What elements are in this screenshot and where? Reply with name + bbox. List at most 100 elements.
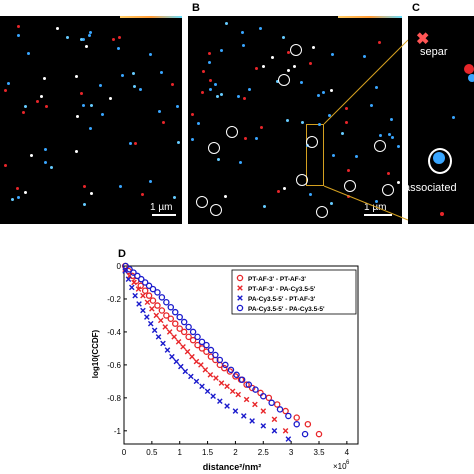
data-point [260,423,267,429]
data-point [145,292,153,299]
fluorescence-spot [80,92,83,95]
data-point [301,430,309,438]
data-point [167,315,175,322]
data-point [199,383,205,390]
fluorescence-spot [119,185,122,188]
data-point [134,272,141,280]
data-point [160,340,166,347]
data-point [304,420,312,428]
data-point [149,297,157,304]
fluorescence-spot [44,148,47,151]
fluorescence-spot [85,45,88,48]
data-point [202,367,209,373]
fluorescence-spot [75,75,78,78]
data-point [207,346,215,354]
data-point [213,375,219,381]
spot [440,212,444,216]
legend-label: PT-AF-3' - PT-AF-3' [248,276,306,283]
fluorescence-spot [208,52,211,55]
fluorescence-spot [341,132,344,135]
data-point [198,338,206,346]
data-point [282,407,289,415]
fluorescence-spot [129,142,132,145]
data-point [135,286,142,292]
fluorescence-spot [287,51,290,54]
axes: 0 0.5 1 1.5 2 2.5 3 3.5 4 0 -0.2 -0.4 -0.6 -0.8 -1 [107,262,359,457]
data-point [180,328,188,336]
data-point [227,366,235,374]
fluorescence-spot [293,65,296,68]
legend: PT-AF-3' - PT-AF-3' PT-AF-3' - PA-Cy3.5-5… [231,269,357,315]
scale-label: 1 µm [150,202,173,213]
associated-label: associated [408,182,457,194]
data-point [140,307,146,314]
x-marker-icon [237,295,243,301]
data-point [163,312,170,319]
fluorescence-spot [149,180,152,183]
fluorescence-spot [99,84,102,87]
fluorescence-spot [255,67,258,70]
fluorescence-spot [197,122,200,125]
data-point [218,380,225,386]
fluorescence-spot [255,137,258,140]
fluorescence-spot [158,110,161,113]
association-ring [374,140,386,152]
legend-entry: PT-AF-3' - PA-Cy3.5-5' [237,285,316,293]
fluorescence-spot [375,200,378,203]
fluorescence-spot [241,31,244,34]
legend-entry: PA-Cy3.5-5' - PT-AF-3' [237,295,316,303]
fluorescence-spot [17,34,20,37]
data-point [221,364,228,372]
panel-label-d: D [118,248,126,260]
fluorescence-spot [355,155,358,158]
data-point [154,302,161,309]
fluorescence-spot [387,172,390,175]
fluorescence-spot [263,205,266,208]
fluorescence-spot [177,141,180,144]
fluorescence-spot [277,190,280,193]
data-point [207,371,214,378]
data-point [184,348,191,355]
fluorescence-spot [363,55,366,58]
legend-box [231,269,357,315]
x-axis-label: distance²/nm² [203,462,262,472]
fluorescence-spot [88,34,91,37]
fluorescence-spot [224,195,227,198]
panel-label-b: B [192,2,200,14]
data-point [171,334,177,340]
data-point [176,313,183,321]
fluorescence-spot [276,80,279,83]
zoom-region-box [306,124,324,186]
legend-label: PT-AF-3' - PA-Cy3.5-5' [248,286,316,293]
association-ring [226,126,238,138]
fluorescence-spot [11,198,14,201]
fluorescence-spot [312,46,315,49]
scale-bar [152,214,176,216]
data-point [175,339,182,345]
fluorescence-spot [286,119,289,122]
fluorescence-spot [309,193,312,196]
association-ring [296,174,308,186]
data-point [136,301,142,307]
fluorescence-spot [44,161,47,164]
fluorescence-spot [76,115,79,118]
fluorescence-spot [347,195,350,198]
fluorescence-spot [331,53,334,56]
fluorescence-spot [24,191,27,194]
data-point [162,324,169,330]
fluorescence-spot [375,86,378,89]
association-ring [196,196,208,208]
data-point [238,376,246,383]
microscopy-panel-b: 1 µm [188,16,402,224]
fluorescence-spot [378,41,381,44]
fluorescence-spot [17,196,20,199]
x-tick-label: 2 [233,448,238,457]
data-point [147,320,154,327]
fluorescence-spot [282,36,285,39]
fluorescence-spot [262,65,265,68]
series-4 [122,262,309,438]
data-point [158,294,166,301]
x-multiplier-exponent: 6 [346,460,350,466]
data-point [282,428,289,434]
data-point [268,399,275,407]
